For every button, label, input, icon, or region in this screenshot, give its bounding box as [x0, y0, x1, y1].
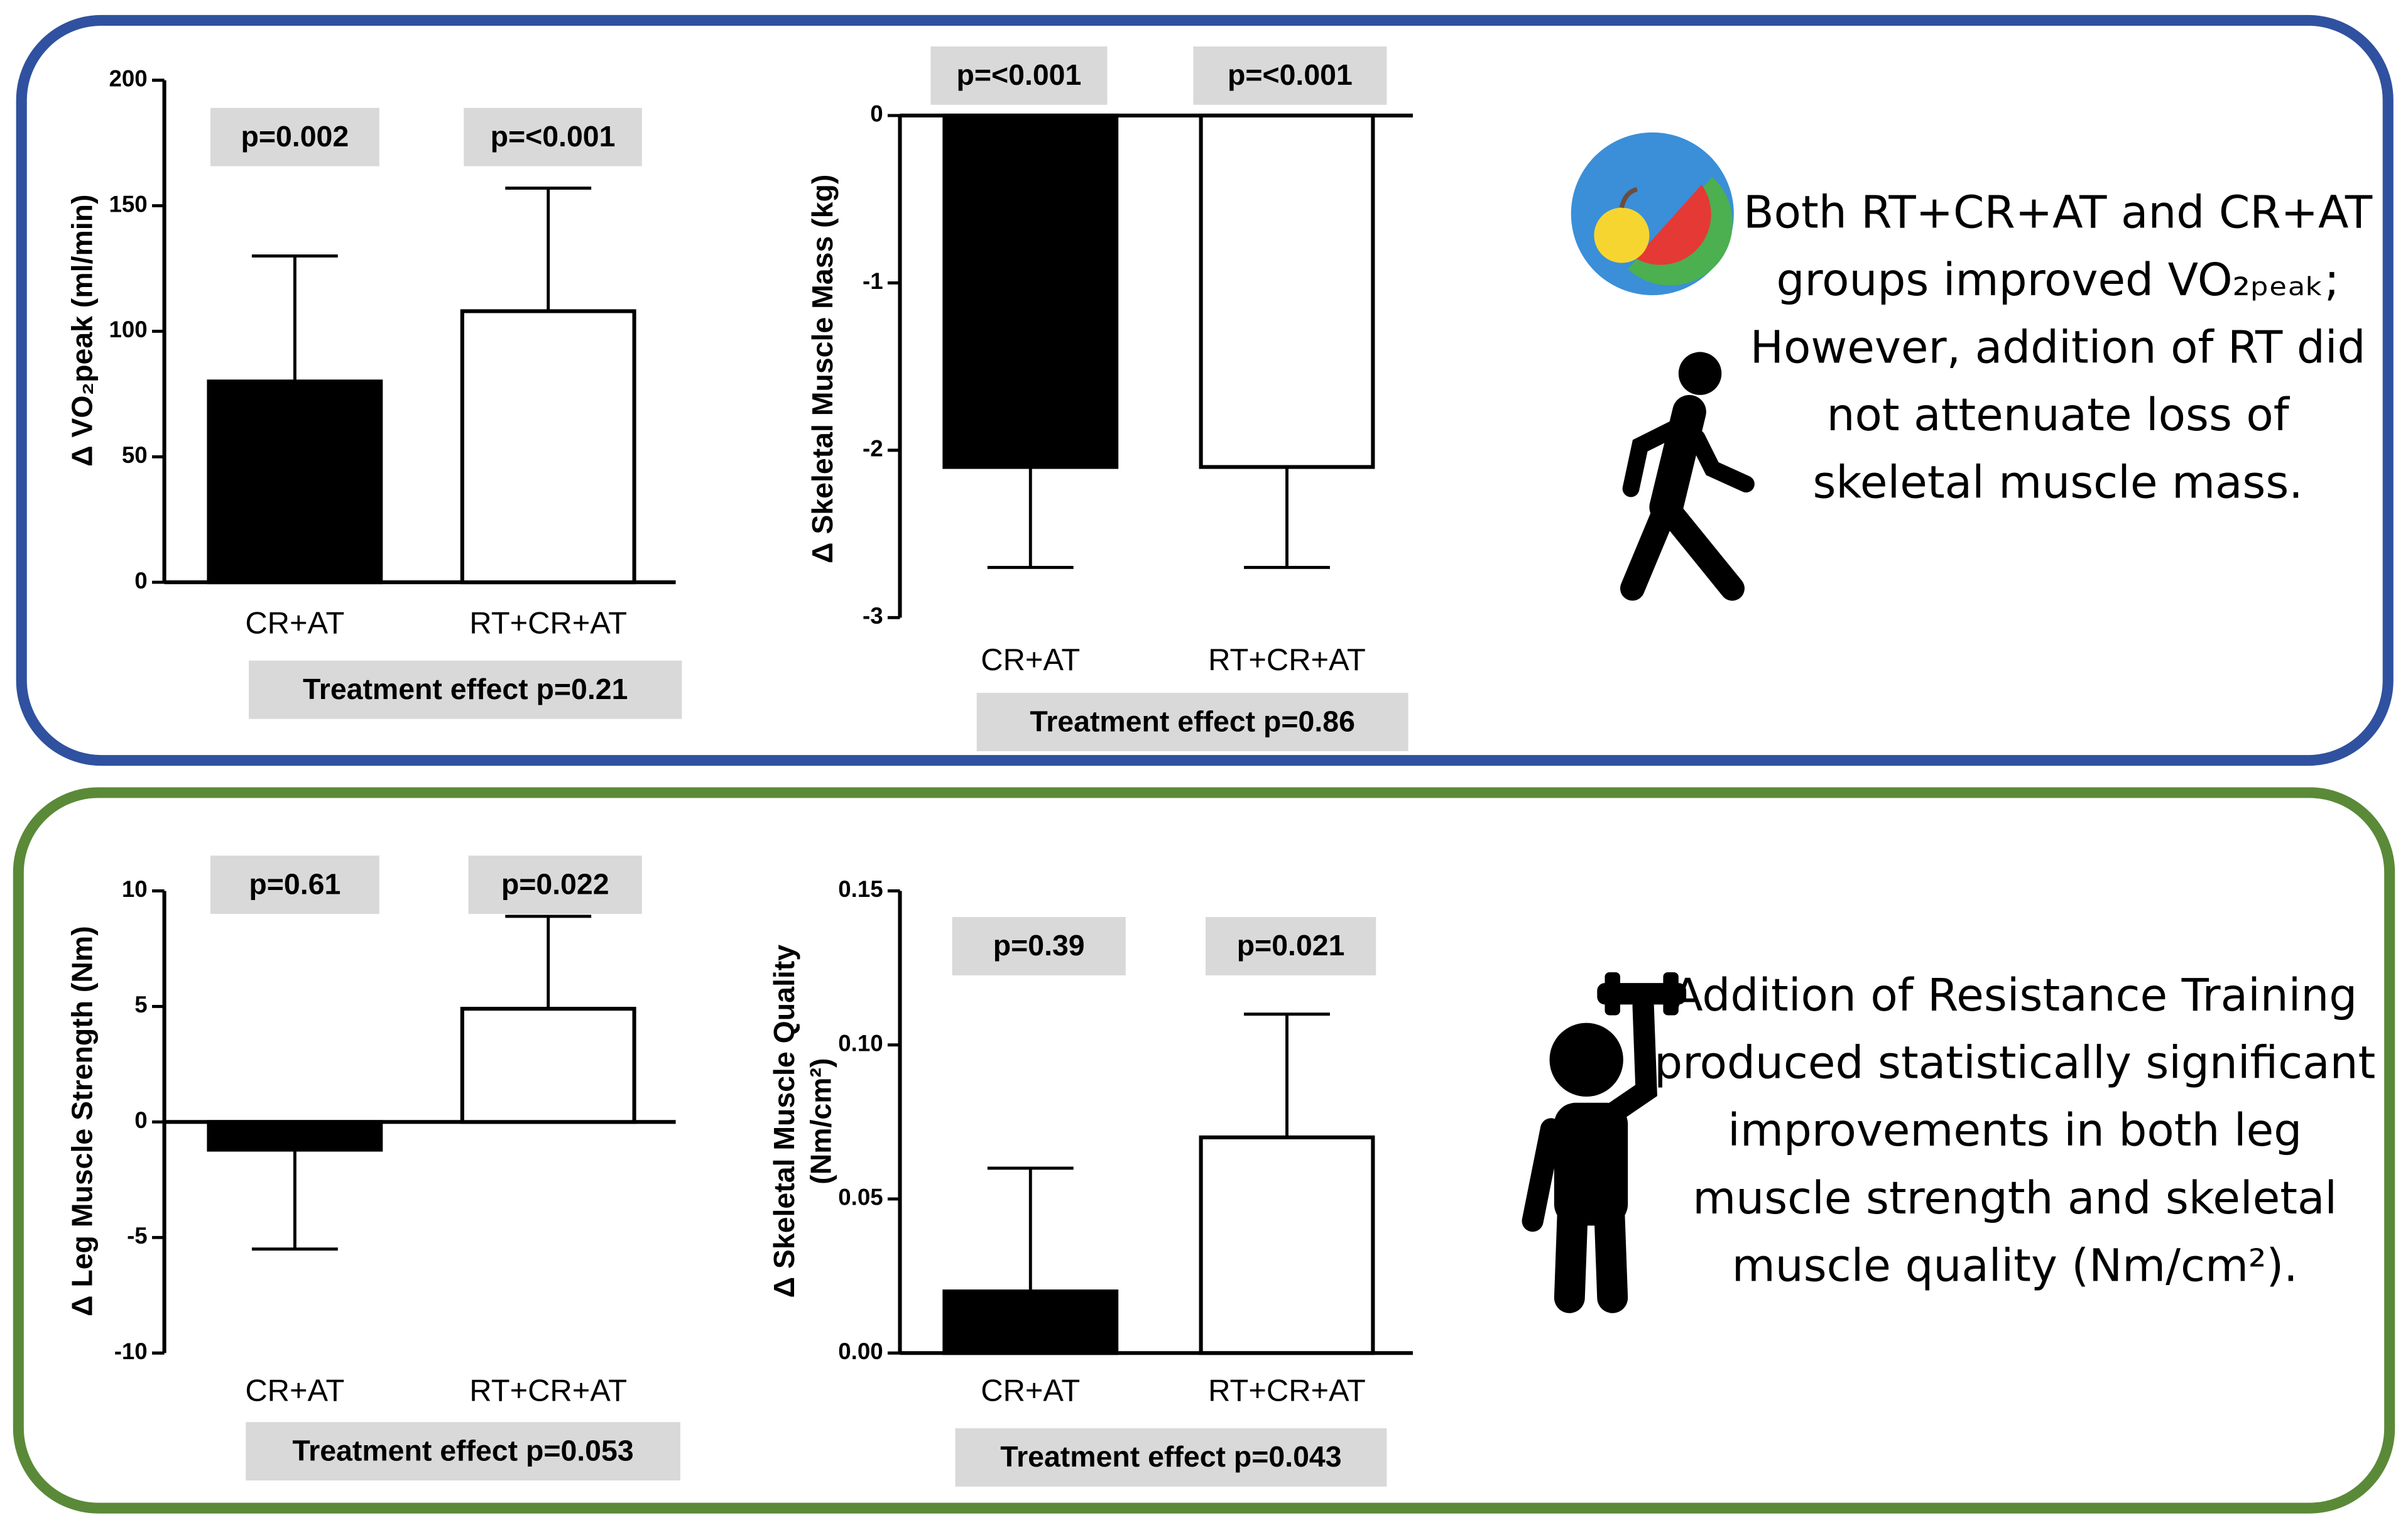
p-value: p=0.39 [993, 929, 1085, 962]
x-tick-label: CR+AT [245, 606, 344, 640]
y-axis-label: Δ Skeletal Muscle Mass (kg) [806, 175, 839, 563]
p-value: p=0.022 [501, 867, 609, 900]
y-tick-label: 0 [134, 1107, 147, 1133]
y-tick-label: 0.15 [838, 876, 883, 902]
p-value-box [464, 107, 642, 166]
x-tick-label: RT+CR+AT [1208, 1374, 1366, 1408]
x-tick-label: RT+CR+AT [469, 1374, 627, 1408]
y-axis-label: (Nm/cm²) [805, 1058, 837, 1185]
p-value-box [210, 107, 379, 166]
treatment-box [246, 1422, 680, 1481]
y-tick-label: 0 [134, 568, 147, 594]
p-value: p=<0.001 [1228, 58, 1353, 91]
y-tick-label: -5 [127, 1223, 148, 1249]
treatment-effect: Treatment effect p=0.86 [1030, 705, 1354, 737]
treatment-box [249, 660, 682, 719]
p-value-box [468, 855, 642, 914]
x-tick-label: CR+AT [981, 643, 1080, 677]
bar [942, 1289, 1119, 1355]
bar [460, 1007, 636, 1124]
x-tick-label: CR+AT [981, 1374, 1080, 1408]
p-value: p=<0.001 [957, 58, 1082, 91]
note-line: muscle quality (Nm/cm²). [1732, 1239, 2298, 1291]
y-axis-label: Δ Leg Muscle Strength (Nm) [66, 926, 99, 1316]
bar [1199, 1135, 1375, 1355]
p-value-box [1193, 46, 1387, 105]
note-line: improvements in both leg [1728, 1104, 2302, 1156]
x-tick-label: RT+CR+AT [469, 606, 627, 640]
y-axis-label: Δ VO₂peak (ml/min) [66, 195, 99, 467]
treatment-effect: Treatment effect p=0.21 [303, 673, 628, 705]
y-tick-label: -3 [863, 603, 883, 629]
bar [207, 379, 383, 585]
x-tick-label: CR+AT [245, 1374, 344, 1408]
y-tick-label: 100 [109, 317, 148, 342]
p-value-box [1205, 917, 1376, 975]
p-value-box [210, 855, 379, 914]
p-value: p=0.021 [1237, 929, 1345, 962]
y-tick-label: -2 [863, 436, 883, 462]
y-tick-label: 0.00 [838, 1338, 883, 1364]
note-line: Addition of Resistance Training [1672, 969, 2357, 1021]
y-tick-label: 50 [122, 442, 148, 468]
bar [460, 309, 636, 585]
bottom-panel [13, 787, 2395, 1514]
note-line: produced statistically significant [1654, 1037, 2375, 1089]
bar [207, 1120, 383, 1152]
y-axis-label: Δ Skeletal Muscle Quality [768, 945, 800, 1298]
p-value: p=0.61 [249, 867, 340, 900]
top-panel [16, 14, 2394, 766]
note-line: However, addition of RT did [1750, 322, 2366, 374]
y-tick-label: 0.05 [838, 1185, 883, 1210]
x-tick-label: RT+CR+AT [1208, 643, 1366, 677]
lifter-icon [1522, 972, 1687, 1313]
note-line: not attenuate loss of [1827, 389, 2291, 441]
note-line: skeletal muscle mass. [1812, 457, 2302, 509]
y-tick-label: -1 [863, 268, 883, 294]
note-line: Both RT+CR+AT and CR+AT [1743, 186, 2373, 238]
y-tick-label: 0.10 [838, 1030, 883, 1056]
bar [942, 113, 1119, 469]
p-value: p=<0.001 [491, 120, 616, 153]
note-line: muscle strength and skeletal [1692, 1172, 2337, 1224]
treatment-effect: Treatment effect p=0.043 [1000, 1440, 1341, 1473]
y-tick-label: 10 [122, 876, 148, 902]
bar [1199, 113, 1375, 469]
treatment-box [955, 1428, 1387, 1487]
p-value-box [952, 917, 1126, 975]
walker-icon [1620, 352, 1755, 601]
y-tick-label: 200 [109, 65, 148, 91]
y-tick-label: 150 [109, 191, 148, 217]
treatment-box [976, 693, 1408, 751]
p-value: p=0.002 [241, 120, 349, 153]
note-line: groups improved VO₂ₚₑₐₖ; [1777, 254, 2340, 306]
y-tick-label: 5 [134, 992, 147, 1017]
y-tick-label: 0 [870, 101, 883, 127]
p-value-box [930, 46, 1108, 105]
y-tick-label: -10 [114, 1338, 148, 1364]
treatment-effect: Treatment effect p=0.053 [292, 1434, 633, 1467]
fruit-icon [1571, 132, 1734, 295]
